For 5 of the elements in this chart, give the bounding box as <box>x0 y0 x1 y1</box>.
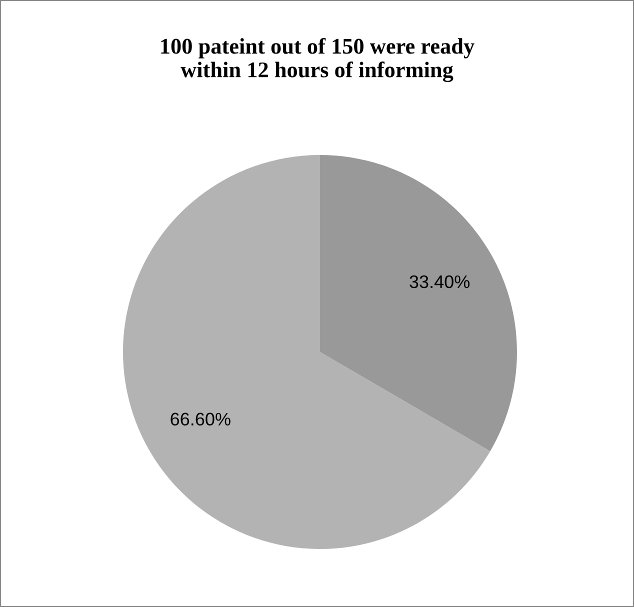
chart-title: 100 pateint out of 150 were ready within 12 hours of informing <box>161 38 474 82</box>
pie-slice <box>123 155 490 549</box>
data-label: 66.60% <box>170 412 230 426</box>
pie-slice <box>320 155 517 452</box>
data-label: 33.40% <box>410 275 470 288</box>
